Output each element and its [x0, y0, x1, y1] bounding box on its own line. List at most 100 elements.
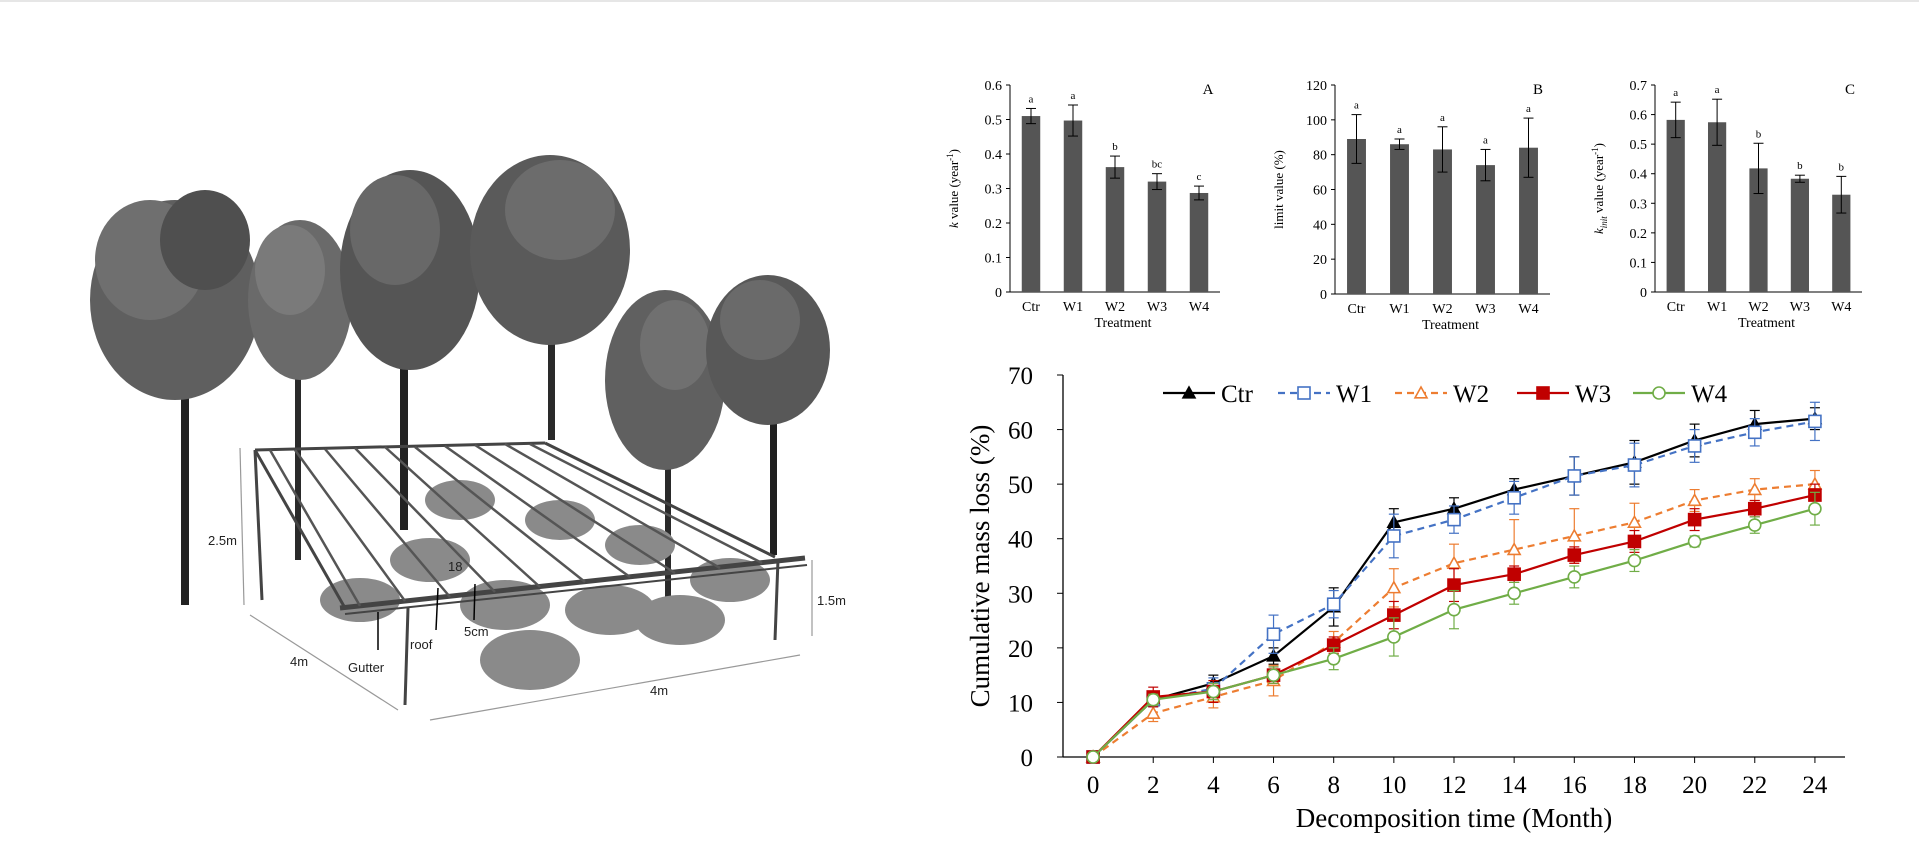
- legend-marker: [1413, 385, 1429, 399]
- x-tick-label: W4: [1189, 300, 1209, 315]
- y-label-close: ): [1591, 143, 1606, 147]
- x-tick-label: W3: [1790, 300, 1810, 315]
- data-point: [1447, 602, 1461, 617]
- seedling-icon: [320, 480, 770, 690]
- data-point: [1627, 534, 1642, 549]
- shelter-illustration: 2.5m 1.5m 4m 4m Gutter roof 5cm 18: [90, 155, 846, 721]
- y-tick-label: 20: [1008, 636, 1033, 663]
- significance-letter: b: [1756, 128, 1762, 140]
- bar: [1189, 192, 1209, 292]
- x-tick-label: W2: [1748, 300, 1768, 315]
- y-tick-label: 0: [1640, 286, 1647, 301]
- data-point: [1567, 570, 1582, 584]
- data-point: [1146, 692, 1161, 707]
- x-tick-label: 22: [1742, 772, 1767, 799]
- y-label-text: value (year: [1591, 154, 1606, 216]
- x-tick-label: W2: [1105, 300, 1125, 315]
- y-axis-label: kinit value (year-1): [1590, 143, 1609, 234]
- y-tick-label: 0: [995, 286, 1002, 301]
- data-point: [1206, 684, 1221, 699]
- tree-icon: [248, 220, 352, 560]
- data-point: [1507, 490, 1521, 505]
- panel-label: C: [1845, 82, 1855, 98]
- data-point: [1808, 414, 1822, 429]
- data-point: [1567, 469, 1582, 483]
- dimension-labels: 2.5m 1.5m 4m 4m Gutter roof 5cm 18: [208, 533, 846, 698]
- y-tick-label: 0.3: [1630, 197, 1648, 212]
- data-point: [1627, 553, 1642, 568]
- y-tick-label: 80: [1313, 149, 1327, 164]
- data-point: [1446, 555, 1462, 569]
- x-tick-label: 18: [1622, 772, 1647, 799]
- y-label-subscript: init: [1599, 216, 1609, 229]
- y-tick-label: 0.6: [1630, 109, 1648, 124]
- x-tick-label: W3: [1475, 302, 1495, 317]
- data-point: [1627, 514, 1642, 528]
- bar-chart-C: 0 0.1 0.2 0.3 0.4 0.5 0.6 0.7 a Ctr a W1 b W2 b W3 b W4 C T…: [1590, 79, 1862, 331]
- label-width: 4m: [650, 683, 668, 698]
- x-tick-label: 14: [1502, 772, 1528, 799]
- data-point: [1747, 425, 1762, 440]
- data-point: [1506, 541, 1522, 556]
- significance-letter: a: [1071, 90, 1076, 102]
- significance-letter: a: [1354, 100, 1359, 112]
- y-tick-label: 70: [1008, 363, 1033, 390]
- y-tick-label: 0.1: [1630, 256, 1648, 271]
- bar: [1063, 120, 1083, 292]
- data-point: [1386, 580, 1402, 594]
- y-tick-label: 0.6: [985, 79, 1003, 94]
- bar: [1433, 149, 1452, 294]
- y-label-symbol: k: [1591, 228, 1606, 234]
- x-tick-label: 6: [1267, 772, 1280, 799]
- data-point: [1747, 481, 1763, 496]
- bar-chart-B: 0 20 40 60 80 100 120 a Ctr a W1 a W2 a W3 a W4 B Treatmen…: [1271, 79, 1550, 333]
- y-tick-label: 0.3: [985, 183, 1003, 198]
- y-tick-label: 40: [1008, 527, 1033, 554]
- y-tick-label: 40: [1313, 218, 1327, 233]
- legend-marker: [1536, 386, 1550, 400]
- significance-letter: a: [1483, 134, 1488, 146]
- data-point: [1266, 648, 1281, 662]
- y-axis-label: k value (year-1): [945, 149, 961, 228]
- bar-chart-A: 0 0.1 0.2 0.3 0.4 0.5 0.6 a Ctr a W1 b W2 bc W3 c W4 A Tre…: [945, 79, 1220, 331]
- bar: [1666, 119, 1685, 292]
- x-tick-label: 8: [1327, 772, 1340, 799]
- y-tick-label: 30: [1008, 581, 1033, 608]
- x-tick-label: 12: [1442, 772, 1467, 799]
- tree-icon: [470, 155, 630, 440]
- data-point: [1808, 501, 1822, 516]
- legend-label: W4: [1691, 381, 1728, 408]
- label-gutter: Gutter: [348, 660, 385, 675]
- data-point: [1687, 439, 1702, 453]
- shelter-frame: [253, 441, 808, 706]
- label-count: 18: [448, 559, 462, 574]
- y-tick-label: 20: [1313, 253, 1327, 268]
- legend-item: W2: [1395, 381, 1489, 408]
- label-height-right: 1.5m: [817, 593, 846, 608]
- legend-item: Ctr: [1163, 381, 1254, 408]
- y-tick-label: 10: [1008, 690, 1033, 717]
- y-axis-label: limit value (%): [1271, 150, 1286, 229]
- bar: [1105, 167, 1125, 292]
- y-tick-label: 0: [1320, 288, 1327, 303]
- x-tick-label: W1: [1707, 300, 1727, 315]
- bar: [1790, 178, 1810, 292]
- x-axis-label: Treatment: [1422, 318, 1479, 333]
- significance-letter: b: [1797, 160, 1803, 172]
- y-tick-label: 100: [1306, 114, 1327, 129]
- y-label-symbol: k: [946, 222, 961, 228]
- pointer-lines: [377, 583, 476, 650]
- x-tick-label: W3: [1147, 300, 1167, 315]
- legend-label: W1: [1336, 381, 1372, 408]
- data-point: [1507, 567, 1521, 581]
- significance-letter: b: [1839, 161, 1845, 173]
- legend-label: W3: [1575, 381, 1611, 408]
- y-axis-label: Cumulative mass loss (%): [965, 425, 995, 708]
- legend-marker: [1181, 385, 1197, 399]
- panel-label: A: [1203, 82, 1214, 98]
- x-tick-label: W1: [1063, 300, 1083, 315]
- legend-marker: [1297, 386, 1311, 400]
- bar: [1390, 144, 1409, 294]
